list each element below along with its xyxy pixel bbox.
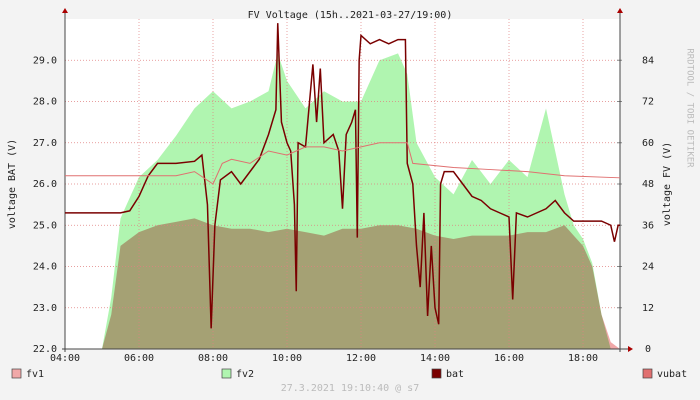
y2-tick-label: 24 (642, 262, 654, 273)
y-axis-label: voltage BAT (V) (7, 139, 18, 229)
y-tick-label: 29.0 (33, 55, 57, 66)
legend-label: bat (446, 369, 464, 380)
legend-swatch (431, 368, 442, 379)
x-tick-label: 14:00 (420, 353, 450, 364)
y-tick-label: 28.0 (33, 97, 57, 108)
x-tick-label: 12:00 (346, 353, 376, 364)
x-tick-label: 18:00 (568, 353, 598, 364)
x-tick-label: 10:00 (272, 353, 302, 364)
chart-title: FV Voltage (15h..2021-03-27/19:00) (248, 10, 453, 21)
y2-axis-label: voltage FV (V) (662, 142, 673, 226)
y2-tick-label: 72 (642, 97, 654, 108)
arrow (62, 8, 68, 13)
y2-tick-label: 84 (642, 55, 654, 66)
y2-tick-label: 0 (645, 344, 651, 355)
x-tick-label: 04:00 (50, 353, 80, 364)
legend-swatch (11, 368, 22, 379)
arrow (628, 346, 633, 352)
y-tick-label: 24.0 (33, 262, 57, 273)
line-vubat (65, 142, 621, 185)
y-tick-label: 25.0 (33, 220, 57, 231)
y-tick-label: 26.0 (33, 179, 57, 190)
legend-swatch (642, 368, 653, 379)
y-tick-label: 27.0 (33, 138, 57, 149)
watermark: RRDTOOL / TOBI OETIKER (685, 48, 695, 168)
legend-swatch (221, 368, 232, 379)
y-tick-label: 22.0 (33, 344, 57, 355)
y2-tick-label: 48 (642, 179, 654, 190)
y-tick-label: 23.0 (33, 303, 57, 314)
y2-tick-label: 12 (642, 303, 654, 314)
legend-label: fv2 (236, 369, 254, 380)
x-tick-label: 16:00 (494, 353, 524, 364)
x-tick-label: 08:00 (198, 353, 228, 364)
arrow (617, 8, 623, 13)
legend-label: fv1 (26, 369, 44, 380)
y2-tick-label: 36 (642, 220, 654, 231)
x-tick-label: 06:00 (124, 353, 154, 364)
footer: 27.3.2021 19:10:40 @ s7 (281, 383, 419, 394)
line-bat (65, 23, 620, 329)
legend-label: vubat (657, 369, 687, 380)
y2-tick-label: 60 (642, 138, 654, 149)
